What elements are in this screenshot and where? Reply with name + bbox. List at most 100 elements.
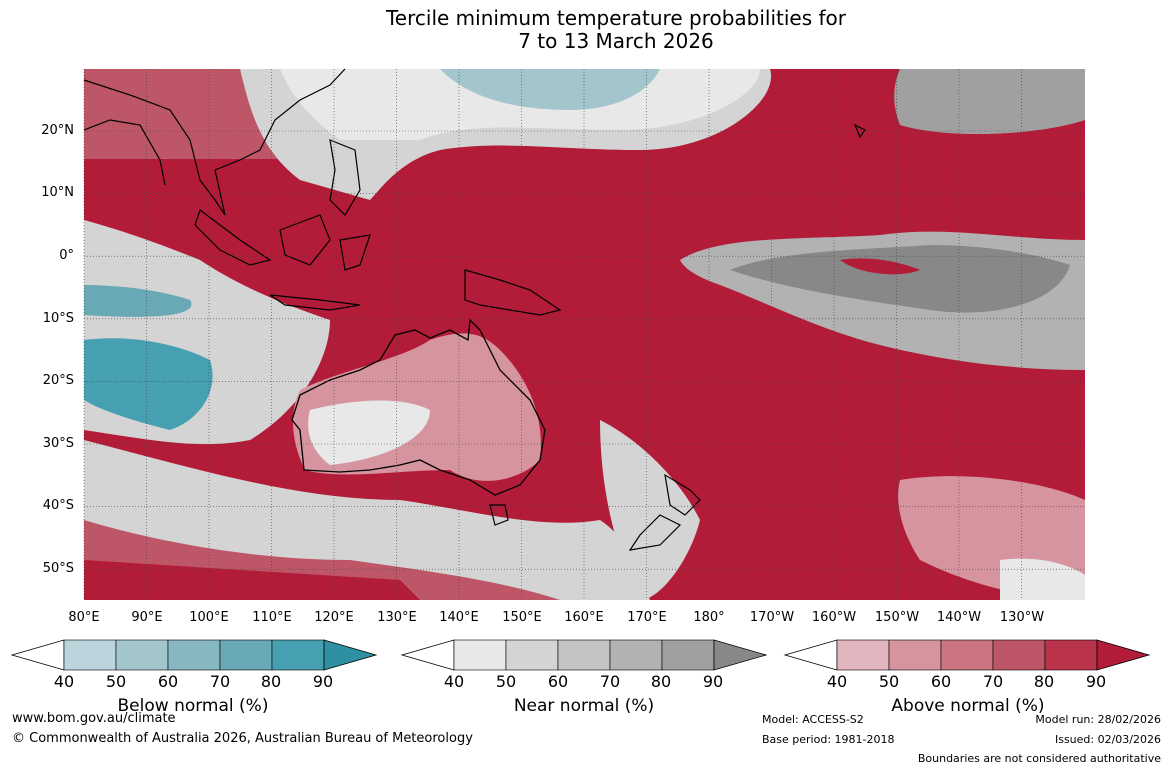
lat-label: 10°N (41, 185, 74, 200)
near-normal-region-northeast (894, 69, 1085, 135)
new-guinea-coastline (464, 269, 562, 316)
colorbar-above-tick: 70 (982, 672, 1004, 691)
new-zealand-coastline (628, 473, 701, 551)
hawaii-coastline (853, 123, 866, 139)
lon-label: 180° (693, 610, 725, 625)
colorbar-segment (609, 639, 663, 671)
colorbar-above-tick: 50 (878, 672, 900, 691)
colorbar-above-label: Above normal (%) (891, 696, 1045, 716)
colorbar-extend-low (10, 639, 65, 671)
lat-label: 50°S (42, 561, 74, 576)
colorbar-segment (940, 639, 994, 671)
colorbar-above-tick: 80 (1033, 672, 1055, 691)
colorbar-near-tick: 80 (650, 672, 672, 691)
map-title-line2: 7 to 13 March 2026 (518, 29, 714, 53)
lon-label: 160°E (564, 610, 604, 625)
lon-label: 120°E (314, 610, 354, 625)
below-normal-region-north (440, 69, 660, 110)
colorbar-segment (661, 639, 715, 671)
java-coastline (269, 294, 361, 311)
colorbar-extend-high (323, 639, 378, 671)
near-normal-region-southeast (1000, 558, 1085, 600)
shade-patch (840, 258, 920, 275)
tasmania-coastline (489, 504, 509, 526)
lat-label: 10°S (42, 311, 74, 326)
colorbar-near-tick: 50 (495, 672, 517, 691)
colorbar-near-tick: 70 (599, 672, 621, 691)
footer-model: Model: ACCESS-S2 (762, 713, 864, 726)
footer-copyright: © Commonwealth of Australia 2026, Austra… (12, 731, 473, 746)
near-normal-region-nz (600, 420, 700, 600)
lon-label: 150°E (502, 610, 542, 625)
lon-label: 170°E (627, 610, 667, 625)
colorbar-segment (453, 639, 507, 671)
colorbar-segment (115, 639, 169, 671)
colorbar-segment (557, 639, 611, 671)
map-area (83, 68, 1085, 600)
footer-issued: Issued: 02/03/2026 (1054, 733, 1161, 746)
below-normal-region-west2 (84, 285, 192, 317)
colorbar-above-tick: 60 (930, 672, 952, 691)
colorbar-below-normal (10, 639, 378, 671)
colorbar-below-tick: 50 (105, 672, 127, 691)
lat-label: 20°S (42, 373, 74, 388)
colorbar-above-tick: 90 (1085, 672, 1107, 691)
lon-label: 90°E (131, 610, 163, 625)
shade-patch (84, 560, 420, 600)
sumatra-coastline (194, 209, 272, 266)
colorbar-near-tick: 60 (547, 672, 569, 691)
colorbar-extend-low (783, 639, 838, 671)
lon-label: 150°W (874, 610, 920, 625)
colorbar-near-label: Near normal (%) (513, 696, 655, 716)
colorbar-below-label: Below normal (%) (117, 696, 269, 716)
india-coastline (83, 119, 166, 186)
asia-coastline (83, 68, 346, 216)
lon-label: 130°E (377, 610, 417, 625)
colorbar-segment (63, 639, 117, 671)
footer-url: www.bom.gov.au/climate (12, 711, 176, 726)
lon-label: 170°W (749, 610, 795, 625)
lon-label: 100°E (189, 610, 229, 625)
lon-label: 140°E (439, 610, 479, 625)
colorbar-below-tick: 70 (209, 672, 231, 691)
map-title-line1: Tercile minimum temperature probabilitie… (385, 6, 847, 30)
colorbar-near-tick: 90 (702, 672, 724, 691)
colorbar-near-normal (400, 639, 768, 671)
below-normal-region-west (84, 338, 213, 430)
lon-label: 110°E (252, 610, 292, 625)
colorbar-segment (271, 639, 325, 671)
lat-label: 40°S (42, 498, 74, 513)
colorbar-extend-high (1096, 639, 1151, 671)
colorbar-segment (888, 639, 942, 671)
colorbar-above-tick: 40 (826, 672, 848, 691)
colorbar-segment (992, 639, 1046, 671)
colorbar-segment (505, 639, 559, 671)
colorbar-extend-high (713, 639, 768, 671)
colorbar-below-tick: 90 (312, 672, 334, 691)
borneo-coastline (279, 214, 331, 266)
australia-coastline (291, 318, 546, 496)
footer-disclaimer: Boundaries are not considered authoritat… (917, 752, 1161, 765)
lon-label: 160°W (811, 610, 857, 625)
colorbar-segment (167, 639, 221, 671)
near-normal-region-pacific-core (730, 245, 1070, 313)
colorbar-segment (836, 639, 890, 671)
colorbar-below-tick: 40 (53, 672, 75, 691)
lon-label: 80°E (68, 610, 100, 625)
colorbar-segment (1044, 639, 1098, 671)
colorbar-extend-low (400, 639, 455, 671)
sulawesi-coastline (339, 234, 371, 271)
colorbar-above-normal (783, 639, 1151, 671)
colorbar-below-tick: 60 (157, 672, 179, 691)
footer-base-period: Base period: 1981-2018 (762, 733, 895, 746)
colorbar-below-tick: 80 (260, 672, 282, 691)
lat-label: 30°S (42, 436, 74, 451)
near-normal-region-australia (308, 400, 430, 465)
lon-label: 140°W (936, 610, 982, 625)
colorbar-segment (219, 639, 273, 671)
footer-model-run: Model run: 28/02/2026 (1035, 713, 1161, 726)
lon-label: 130°W (999, 610, 1045, 625)
philippines-coastline (329, 139, 361, 216)
lat-label: 20°N (41, 123, 74, 138)
